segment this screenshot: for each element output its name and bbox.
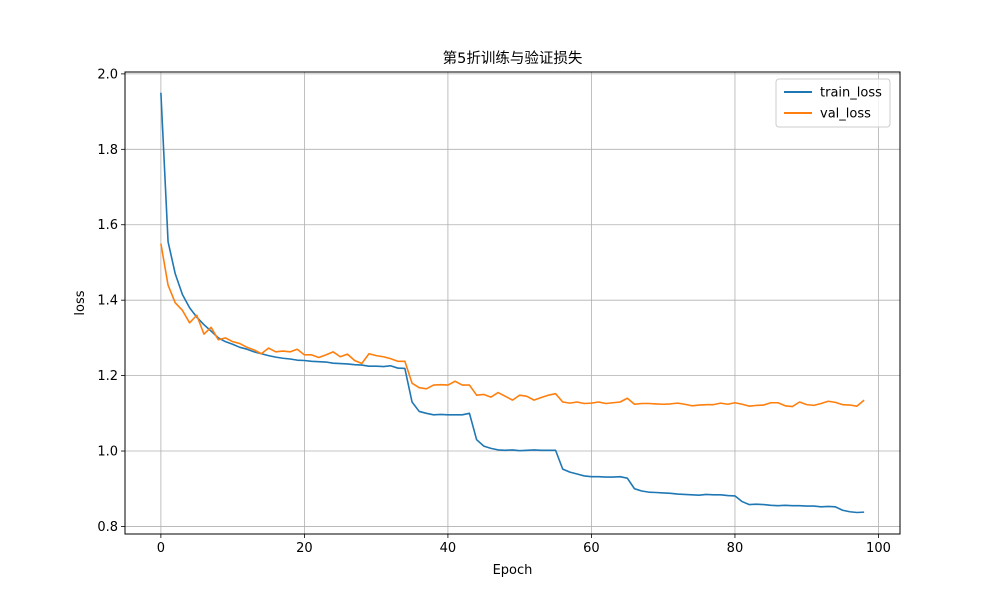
y-axis-label: loss	[73, 290, 88, 315]
x-axis-label: Epoch	[493, 563, 533, 578]
grid	[125, 72, 900, 534]
y-tick-label: 2.0	[97, 67, 118, 82]
x-tick-label: 0	[157, 541, 165, 556]
plot-frame	[124, 71, 901, 535]
x-tick-label: 60	[583, 541, 600, 556]
legend: train_loss val_loss	[775, 78, 891, 128]
series-line-val-loss	[160, 243, 865, 408]
series-line-train-loss	[160, 92, 865, 514]
y-tick-label: 1.8	[97, 143, 118, 158]
y-tick-label: 0.8	[97, 520, 118, 535]
legend-label-train-loss: train_loss	[820, 86, 882, 101]
axis-ticks: 0 20 40 60 80 100 0.8 1.0 1.2 1.4 1.6 1.8 2.0	[97, 67, 891, 556]
x-tick-label: 80	[727, 541, 744, 556]
x-tick-label: 100	[866, 541, 891, 556]
series-lines	[160, 92, 865, 514]
x-tick-label: 40	[440, 541, 457, 556]
y-tick-label: 1.6	[97, 218, 118, 233]
x-tick-label: 20	[296, 541, 313, 556]
legend-label-val-loss: val_loss	[820, 107, 871, 122]
chart-title: 第5折训练与验证损失	[443, 49, 583, 67]
y-tick-label: 1.0	[97, 445, 118, 460]
y-tick-label: 1.2	[97, 369, 118, 384]
y-tick-label: 1.4	[97, 294, 118, 309]
